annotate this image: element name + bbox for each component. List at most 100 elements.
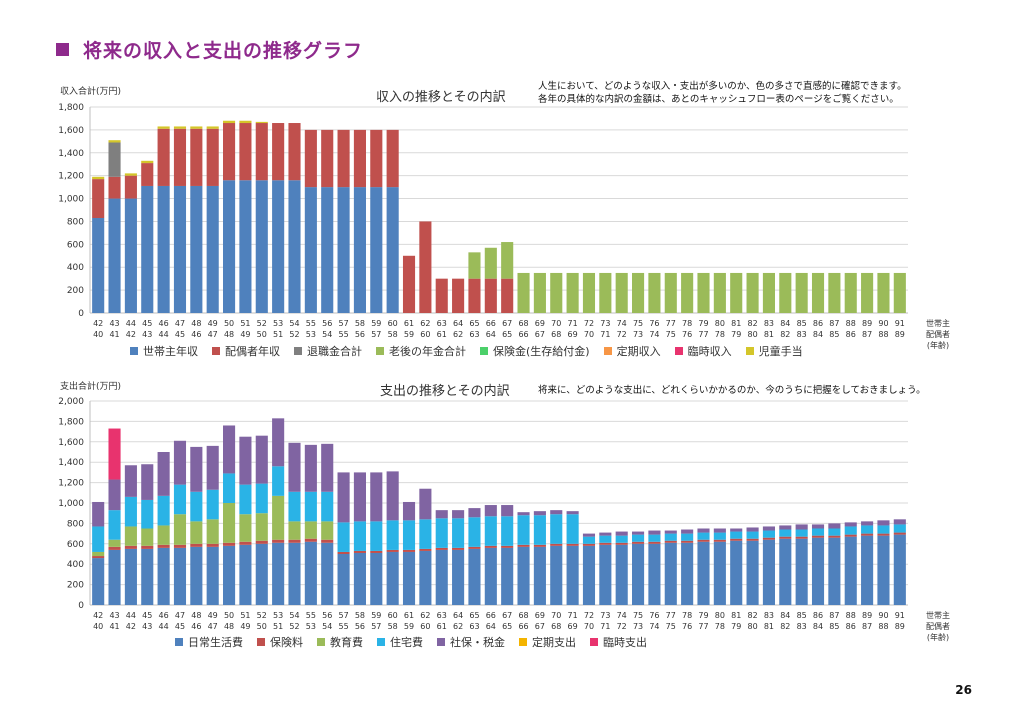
bar-segment [190, 128, 203, 186]
bar-segment [484, 547, 497, 605]
bar-segment [92, 179, 105, 219]
bar-segment [599, 272, 612, 313]
x-tick-label-secondary: 75 [666, 622, 676, 631]
x-tick-label-secondary: 67 [535, 330, 545, 339]
x-tick-label-secondary: 70 [584, 330, 594, 339]
bar-segment [435, 549, 448, 605]
x-tick-label: 71 [568, 319, 578, 328]
x-tick-label-secondary: 81 [764, 330, 774, 339]
bar-segment [223, 180, 236, 313]
x-tick-label-secondary: 54 [322, 622, 332, 631]
bar-segment [615, 542, 628, 545]
bar-segment [517, 512, 530, 516]
x-tick-label: 52 [257, 611, 267, 620]
x-tick-label: 50 [224, 611, 234, 620]
x-tick-label-secondary: 59 [404, 330, 414, 339]
x-tick-label: 49 [208, 319, 218, 328]
x-tick-label-secondary: 50 [257, 330, 267, 339]
legend-item: 世帯主年収 [130, 343, 198, 359]
legend-label: 臨時収入 [687, 345, 732, 358]
x-tick-label: 50 [224, 319, 234, 328]
bar-segment [435, 547, 448, 550]
income-note-line: 人生において、どのような収入・支出が多いのか、色の多さで直感的に確認できます。 [538, 81, 907, 92]
x-tick-label: 75 [633, 319, 643, 328]
bar-segment [206, 546, 219, 605]
x-tick-label: 66 [486, 611, 496, 620]
x-tick-label-secondary: 72 [617, 330, 627, 339]
x-tick-label-secondary: 42 [126, 622, 136, 631]
bar-segment [648, 543, 661, 605]
legend-label: 保険金(生存給付金) [493, 345, 590, 358]
bar-segment [697, 272, 710, 313]
bar-segment [108, 176, 121, 199]
bar-segment [419, 519, 432, 549]
bar-segment [893, 519, 906, 525]
legend-label: 社保・税金 [450, 636, 505, 649]
bar-segment [550, 545, 563, 605]
bar-segment [141, 499, 154, 529]
bar-segment [648, 272, 661, 313]
bar-segment [92, 551, 105, 557]
bar-segment [893, 532, 906, 535]
bar-segment [681, 272, 694, 313]
x-tick-label-secondary: 53 [306, 622, 316, 631]
bar-segment [615, 535, 628, 543]
x-tick-label-secondary: 76 [682, 622, 692, 631]
x-tick-label: 44 [126, 611, 136, 620]
bar-segment [517, 515, 530, 545]
bar-segment [272, 466, 285, 496]
x-tick-label: 62 [420, 319, 430, 328]
bar-segment [599, 544, 612, 605]
legend-swatch [257, 638, 265, 646]
x-tick-label-secondary: 76 [682, 330, 692, 339]
x-tick-label: 90 [878, 319, 888, 328]
bar-segment [255, 543, 268, 605]
x-tick-label-secondary: 86 [846, 330, 856, 339]
bar-segment [533, 544, 546, 547]
bar-segment [157, 128, 170, 186]
legend-item: 児童手当 [745, 343, 803, 359]
bar-segment [648, 541, 661, 544]
legend-item: 住宅費 [377, 634, 423, 650]
bar-segment [223, 425, 236, 474]
x-tick-label-secondary: 53 [306, 330, 316, 339]
bar-segment [484, 545, 497, 548]
x-tick-label: 89 [862, 319, 872, 328]
x-tick-label-secondary: 45 [175, 330, 185, 339]
bar-segment [795, 524, 808, 530]
x-tick-label-secondary: 43 [142, 622, 152, 631]
bar-segment [288, 539, 301, 543]
x-tick-label-secondary: 89 [895, 330, 905, 339]
bar-segment [272, 542, 285, 605]
bar-segment [599, 535, 612, 543]
x-tick-label: 74 [617, 319, 627, 328]
x-tick-label: 61 [404, 319, 414, 328]
x-tick-label: 87 [829, 611, 839, 620]
bar-segment [697, 532, 710, 540]
bar-segment [288, 123, 301, 181]
bar-segment [811, 528, 825, 536]
bar-segment [92, 556, 105, 559]
x-tick-label-secondary: 67 [535, 622, 545, 631]
bar-segment [681, 533, 694, 541]
x-tick-label-secondary: 87 [862, 330, 872, 339]
income-chart: 0 200 400 600 800 1,000 1,200 1,400 1,600 1,800 収入… [58, 85, 950, 350]
bar-segment [304, 521, 317, 539]
bar-segment [337, 187, 350, 313]
bar-segment [893, 534, 906, 605]
x-tick-label: 57 [338, 611, 348, 620]
legend-item: 臨時支出 [590, 634, 647, 650]
legend-item: 社保・税金 [437, 634, 505, 650]
bar-segment [402, 520, 416, 550]
page-number: 26 [955, 683, 972, 697]
bar-segment [844, 526, 857, 535]
legend-label: 児童手当 [758, 345, 803, 358]
bar-segment [157, 495, 170, 526]
x-tick-label-secondary: 57 [371, 330, 381, 339]
legend-swatch [294, 347, 302, 355]
heading-square-icon [56, 43, 69, 56]
bar-segment [173, 514, 187, 545]
bar-segment [844, 272, 857, 313]
x-tick-label-secondary: 40 [93, 330, 103, 339]
legend-swatch [317, 638, 325, 646]
